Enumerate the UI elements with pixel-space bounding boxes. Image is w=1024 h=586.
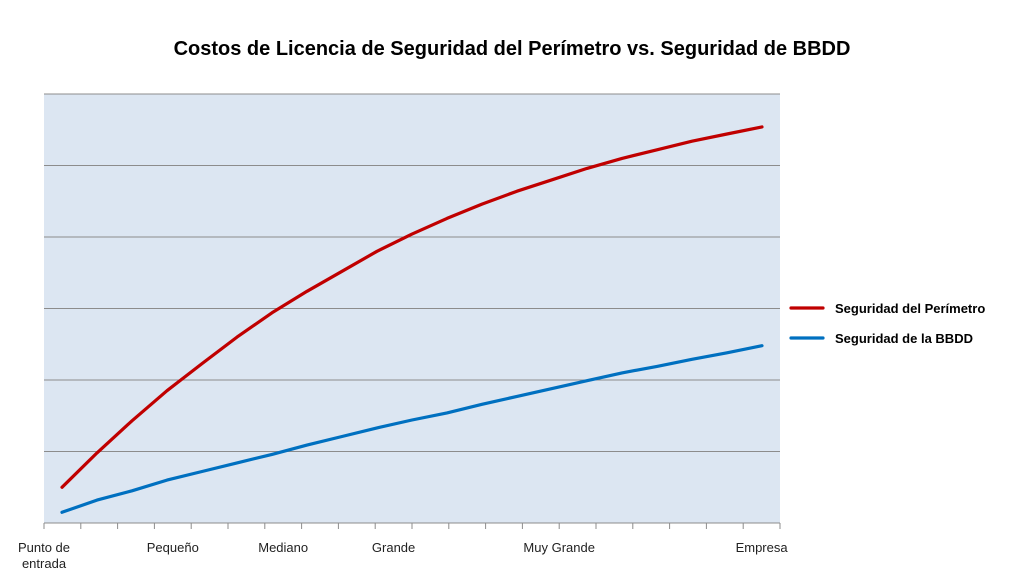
x-tick-labels: Punto de entrada Pequeño Mediano Grande Muy G…: [18, 540, 788, 571]
x-tick-label: Grande: [372, 540, 415, 555]
x-tick-label: Pequeño: [147, 540, 199, 555]
x-axis: [43, 522, 781, 529]
legend-label-database: Seguridad de la BBDD: [835, 331, 973, 346]
chart-title: Costos de Licencia de Seguridad del Perí…: [173, 38, 851, 60]
legend: Seguridad del Perímetro Seguridad de la B…: [789, 301, 985, 346]
x-tick-label: Punto de entrada: [18, 540, 70, 571]
x-tick-label: Muy Grande: [523, 540, 595, 555]
x-tick-label: Empresa: [736, 540, 789, 555]
x-tick-label: Mediano: [258, 540, 308, 555]
gridlines: [44, 93, 780, 452]
series-lines: [60, 125, 764, 514]
series-line-database: [60, 344, 764, 514]
series-line-perimeter: [60, 125, 764, 489]
legend-label-perimeter: Seguridad del Perímetro: [835, 301, 985, 316]
